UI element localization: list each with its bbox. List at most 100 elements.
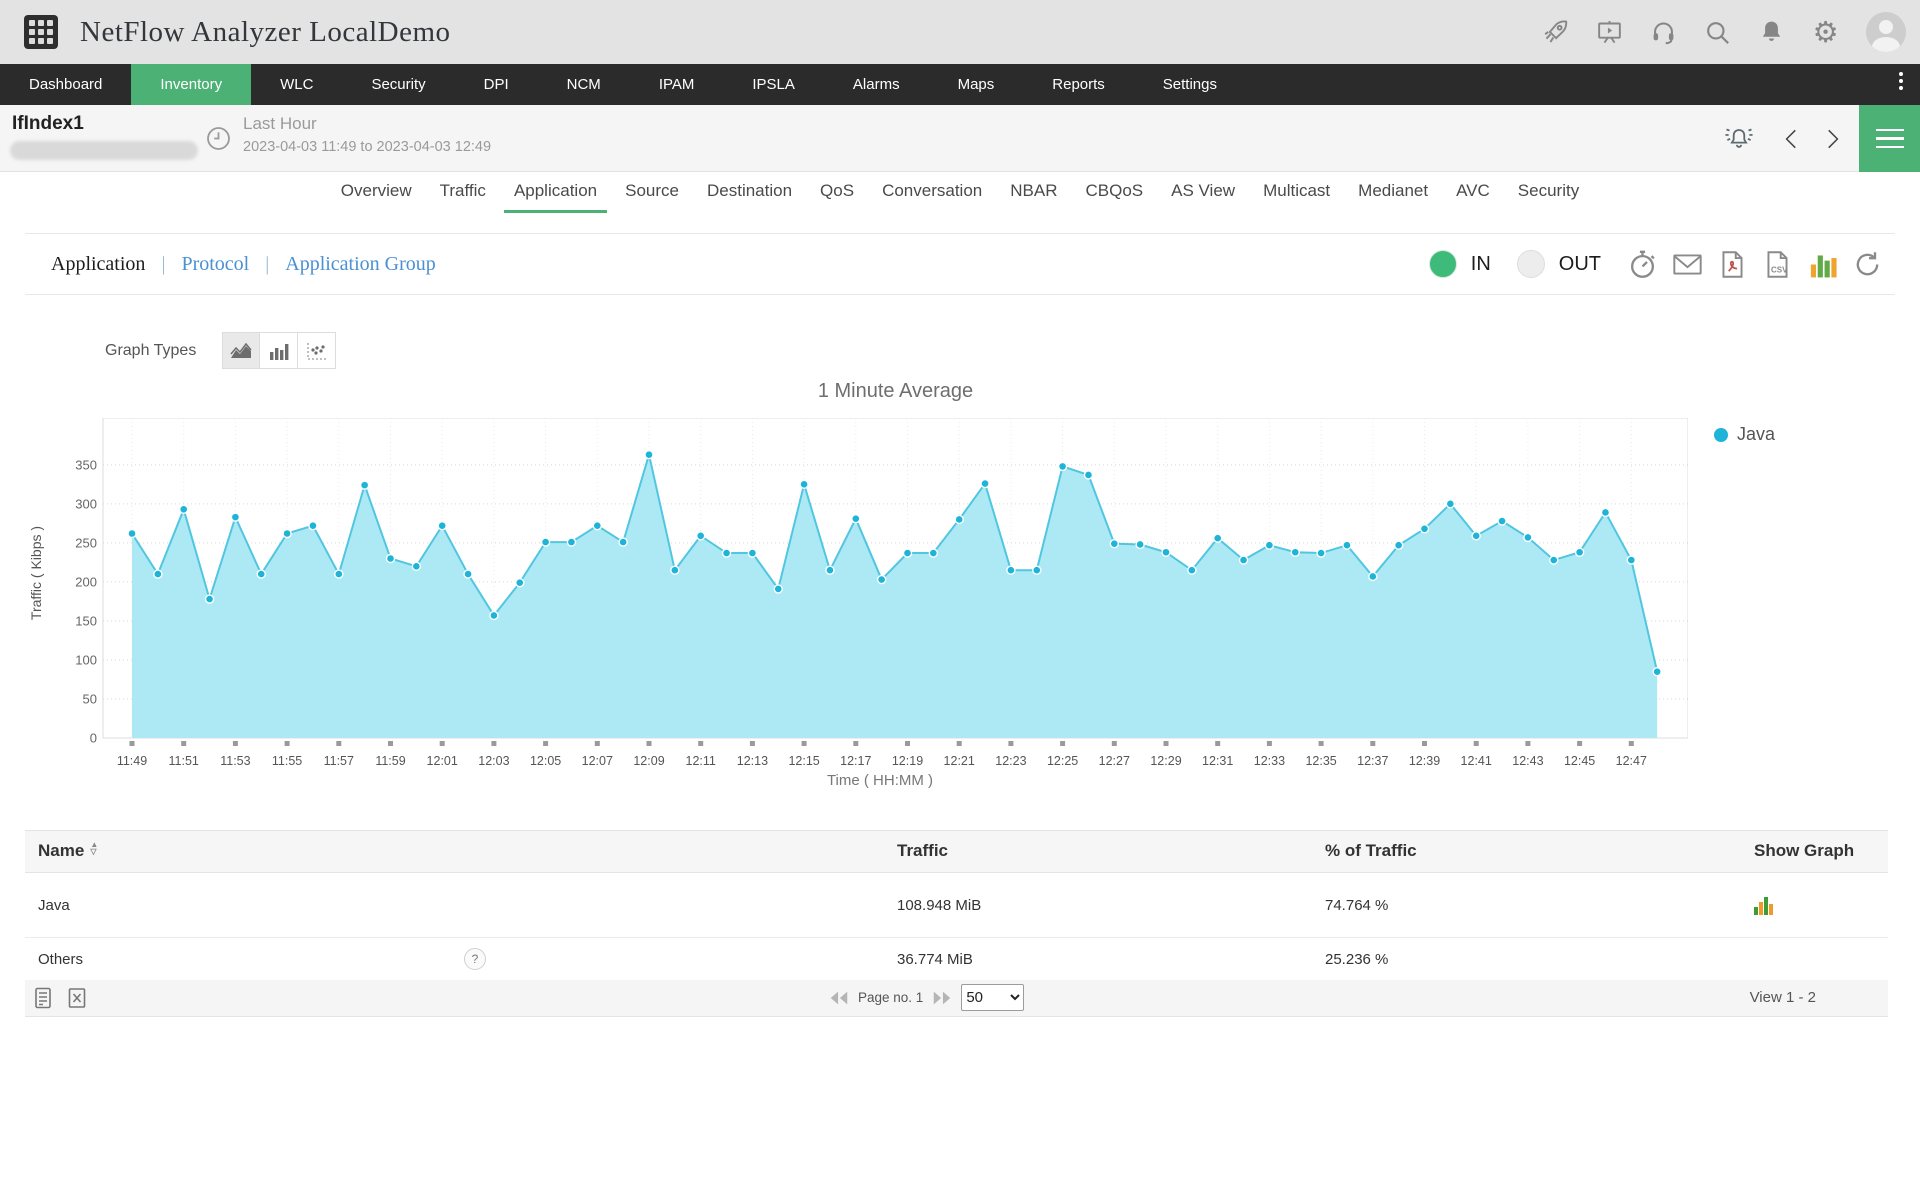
- cell-name: Java: [38, 897, 70, 914]
- demo-presentation-icon[interactable]: [1596, 19, 1623, 46]
- page-size-select[interactable]: 50: [961, 984, 1024, 1011]
- graph-type-area-button[interactable]: [222, 332, 260, 369]
- nav-item-settings[interactable]: Settings: [1134, 64, 1246, 105]
- bar-chart-icon[interactable]: [1807, 249, 1838, 280]
- column-header-name[interactable]: Name▲▽: [38, 841, 98, 861]
- export-csv-icon[interactable]: CSV: [1762, 249, 1793, 280]
- tab-destination[interactable]: Destination: [693, 172, 806, 213]
- svg-text:12:17: 12:17: [840, 754, 871, 768]
- graph-type-bar-button[interactable]: [260, 332, 298, 369]
- in-radio-label: IN: [1471, 253, 1491, 276]
- page-number-label: Page no. 1: [858, 990, 923, 1005]
- graph-type-buttons: [222, 332, 336, 369]
- nav-item-dashboard[interactable]: Dashboard: [0, 64, 131, 105]
- report-table-icon[interactable]: [31, 986, 55, 1010]
- nav-item-wlc[interactable]: WLC: [251, 64, 342, 105]
- svg-text:0: 0: [90, 731, 97, 746]
- alarm-bell-icon[interactable]: [1721, 124, 1757, 154]
- tab-source[interactable]: Source: [611, 172, 693, 213]
- search-icon[interactable]: [1704, 19, 1731, 46]
- report-view-links: Application | Protocol | Application Group: [51, 253, 436, 276]
- svg-text:12:27: 12:27: [1099, 754, 1130, 768]
- next-chevron-icon[interactable]: [1819, 126, 1845, 152]
- nav-item-reports[interactable]: Reports: [1023, 64, 1134, 105]
- tab-avc[interactable]: AVC: [1442, 172, 1504, 213]
- table-row-java: Java 108.948 MiB 74.764 %: [25, 873, 1888, 938]
- svg-text:12:07: 12:07: [582, 754, 613, 768]
- out-radio[interactable]: [1517, 250, 1545, 278]
- app-title: NetFlow Analyzer LocalDemo: [80, 16, 451, 49]
- table-body: Java108.948 MiB74.764 %Others?36.774 MiB…: [25, 873, 1888, 981]
- nav-item-dpi[interactable]: DPI: [455, 64, 538, 105]
- nav-item-ipsla[interactable]: IPSLA: [723, 64, 824, 105]
- cell-percent: 74.764 %: [1325, 897, 1388, 914]
- first-page-icon[interactable]: [828, 989, 850, 1007]
- app-launcher-icon[interactable]: [24, 15, 58, 49]
- export-pdf-icon[interactable]: [1717, 249, 1748, 280]
- tab-medianet[interactable]: Medianet: [1344, 172, 1442, 213]
- help-badge-icon[interactable]: ?: [464, 948, 486, 970]
- sort-arrows-icon[interactable]: ▲▽: [90, 841, 98, 855]
- main-nav: DashboardInventoryWLCSecurityDPINCMIPAMI…: [0, 64, 1920, 105]
- column-header-traffic[interactable]: Traffic: [897, 841, 948, 861]
- graph-type-scatter-button[interactable]: [298, 332, 336, 369]
- nav-item-security[interactable]: Security: [342, 64, 454, 105]
- view-link-application-group[interactable]: Application Group: [285, 253, 436, 276]
- cell-traffic: 108.948 MiB: [897, 897, 981, 914]
- svg-text:12:37: 12:37: [1357, 754, 1388, 768]
- svg-text:12:29: 12:29: [1150, 754, 1181, 768]
- view-link-protocol[interactable]: Protocol: [181, 253, 249, 276]
- graph-types-label: Graph Types: [105, 342, 196, 360]
- tab-cbqos[interactable]: CBQoS: [1071, 172, 1157, 213]
- tab-conversation[interactable]: Conversation: [868, 172, 996, 213]
- tab-qos[interactable]: QoS: [806, 172, 868, 213]
- launch-rocket-icon[interactable]: [1542, 19, 1569, 46]
- tab-application[interactable]: Application: [500, 172, 611, 213]
- svg-text:12:15: 12:15: [788, 754, 819, 768]
- snapshot-menu-button[interactable]: [1859, 105, 1920, 172]
- view-range-label: View 1 - 2: [1750, 989, 1816, 1006]
- view-link-application[interactable]: Application: [51, 253, 145, 276]
- last-page-icon[interactable]: [931, 989, 953, 1007]
- user-avatar[interactable]: [1866, 12, 1906, 52]
- nav-more-kebab-icon[interactable]: [1892, 72, 1910, 98]
- nav-item-inventory[interactable]: Inventory: [131, 64, 251, 105]
- prev-chevron-icon[interactable]: [1779, 126, 1805, 152]
- settings-gear-icon[interactable]: ⚙: [1812, 19, 1839, 46]
- nav-item-alarms[interactable]: Alarms: [824, 64, 929, 105]
- nav-item-ipam[interactable]: IPAM: [630, 64, 724, 105]
- schedule-stopwatch-icon[interactable]: [1627, 249, 1658, 280]
- nav-item-ncm[interactable]: NCM: [538, 64, 630, 105]
- cell-traffic: 36.774 MiB: [897, 951, 973, 968]
- email-envelope-icon[interactable]: [1672, 249, 1703, 280]
- table-footer: Page no. 1 50 View 1 - 2: [25, 980, 1888, 1017]
- column-header-percent[interactable]: % of Traffic: [1325, 841, 1417, 861]
- svg-text:12:01: 12:01: [427, 754, 458, 768]
- view-separator: |: [265, 253, 269, 276]
- svg-text:350: 350: [75, 457, 97, 472]
- time-period-label[interactable]: Last Hour: [243, 114, 317, 134]
- traffic-area-chart[interactable]: 05010015020025030035011:4911:5111:5311:5…: [75, 418, 1688, 810]
- toolbar-right-group: IN OUT CSV: [1429, 249, 1883, 280]
- export-excel-icon[interactable]: [65, 986, 89, 1010]
- view-tabs: OverviewTrafficApplicationSourceDestinat…: [0, 172, 1920, 213]
- tab-multicast[interactable]: Multicast: [1249, 172, 1344, 213]
- notifications-bell-icon[interactable]: [1758, 19, 1785, 46]
- tab-overview[interactable]: Overview: [327, 172, 426, 213]
- in-radio[interactable]: [1429, 250, 1457, 278]
- nav-item-maps[interactable]: Maps: [929, 64, 1024, 105]
- show-graph-icon[interactable]: [1754, 897, 1773, 915]
- svg-text:12:03: 12:03: [478, 754, 509, 768]
- tab-traffic[interactable]: Traffic: [426, 172, 500, 213]
- tab-security[interactable]: Security: [1504, 172, 1593, 213]
- support-headset-icon[interactable]: [1650, 19, 1677, 46]
- view-separator: |: [161, 253, 165, 276]
- application-table: Name▲▽ Traffic % of Traffic Show Graph J…: [25, 830, 1888, 981]
- tab-nbar[interactable]: NBAR: [996, 172, 1071, 213]
- chart-legend[interactable]: Java: [1714, 424, 1775, 445]
- svg-text:12:41: 12:41: [1461, 754, 1492, 768]
- svg-text:12:23: 12:23: [995, 754, 1026, 768]
- svg-text:12:39: 12:39: [1409, 754, 1440, 768]
- tab-as-view[interactable]: AS View: [1157, 172, 1249, 213]
- refresh-icon[interactable]: [1852, 249, 1883, 280]
